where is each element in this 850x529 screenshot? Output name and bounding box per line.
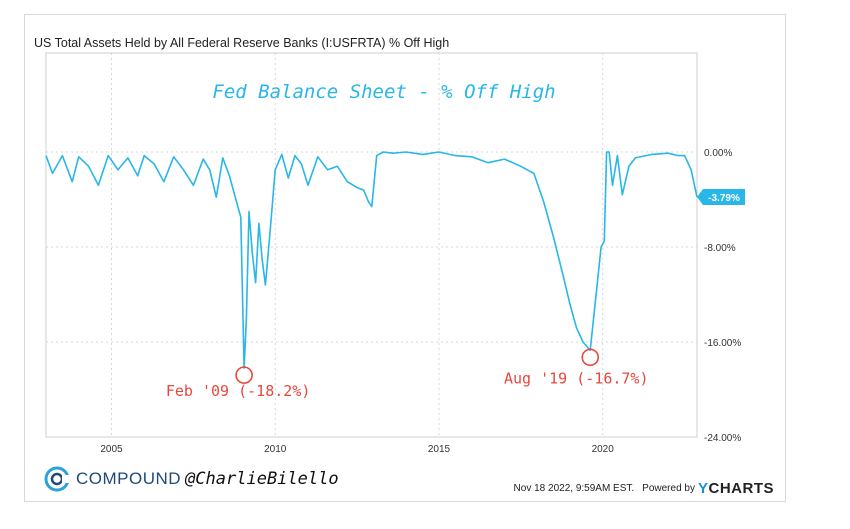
series-line bbox=[45, 151, 698, 369]
last-value-tag-group: -3.79% bbox=[697, 189, 745, 206]
ycharts-logo[interactable]: YCHARTS bbox=[698, 480, 774, 497]
x-axis-ticks: 2005 2010 2015 2020 bbox=[100, 444, 614, 455]
chart-frame bbox=[24, 14, 786, 502]
x-tick-label: 2020 bbox=[592, 444, 615, 455]
chart-title: US Total Assets Held by All Federal Rese… bbox=[34, 36, 450, 50]
series-group bbox=[45, 151, 698, 369]
powered-by-label: Powered by bbox=[642, 483, 695, 494]
annotation-label: Feb '09 (-18.2%) bbox=[166, 382, 311, 400]
annotation-label: Aug '19 (-16.7%) bbox=[504, 369, 649, 387]
gridlines bbox=[45, 52, 698, 438]
annotations: Feb '09 (-18.2%) Aug '19 (-16.7%) bbox=[166, 348, 649, 400]
last-value-label: -3.79% bbox=[708, 193, 740, 204]
annotation-circle bbox=[581, 348, 600, 367]
annotation-circle bbox=[235, 366, 253, 384]
y-tick-label: -16.00% bbox=[704, 338, 741, 349]
brand-name: COMPOUND bbox=[76, 469, 182, 488]
ycharts-logo-text: CHARTS bbox=[708, 480, 774, 497]
brand-handle: @CharlieBilello bbox=[185, 469, 339, 489]
last-value-tag bbox=[697, 189, 745, 206]
ycharts-logo-mark: Y bbox=[697, 480, 709, 497]
y-axis-ticks: 0.00% -8.00% -16.00% -24.00% bbox=[704, 148, 741, 444]
x-tick-label: 2005 bbox=[100, 444, 123, 455]
y-tick-label: 0.00% bbox=[704, 148, 732, 159]
x-tick-label: 2015 bbox=[428, 444, 451, 455]
overlay-title: Fed Balance Sheet - % Off High bbox=[212, 81, 555, 103]
footer-brand: COMPOUND @CharlieBilello bbox=[44, 466, 339, 492]
compound-logo-icon bbox=[44, 466, 70, 492]
timestamp: Nov 18 2022, 9:59AM EST. bbox=[513, 483, 635, 494]
y-tick-label: -8.00% bbox=[704, 243, 736, 254]
x-tick-label: 2010 bbox=[264, 444, 287, 455]
footer-source: Nov 18 2022, 9:59AM EST. Powered by YCHA… bbox=[514, 480, 774, 497]
y-tick-label: -24.00% bbox=[704, 433, 741, 444]
